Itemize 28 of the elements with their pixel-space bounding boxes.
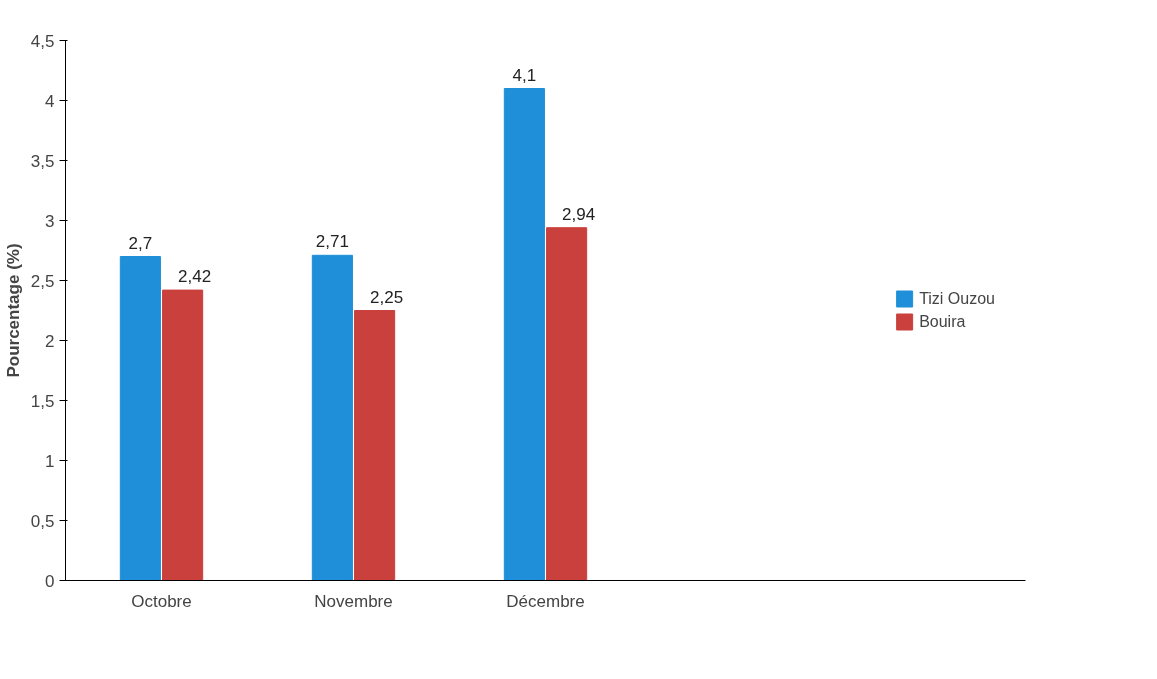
y-tick-label: 3,5 <box>30 151 55 171</box>
data-label: 4,1 <box>512 65 537 85</box>
data-label: 2,7 <box>128 233 153 253</box>
data-label: 2,94 <box>562 204 596 224</box>
y-tick-label: 4 <box>45 91 55 111</box>
y-tick-label: 2 <box>45 331 55 351</box>
bar <box>311 254 353 581</box>
legend-label: Bouira <box>919 312 966 331</box>
bar <box>503 88 545 581</box>
bar <box>162 289 204 581</box>
y-tick-label: 0 <box>45 571 55 591</box>
y-tick-label: 4,5 <box>30 31 55 51</box>
y-axis-title: Pourcentage (%) <box>3 243 23 378</box>
x-tick-label: Octobre <box>131 591 192 611</box>
bar <box>119 256 161 581</box>
bar <box>354 310 396 581</box>
x-tick-label: Décembre <box>506 591 585 611</box>
y-tick-label: 2,5 <box>30 271 55 291</box>
y-tick-label: 1,5 <box>30 391 55 411</box>
y-tick-label: 3 <box>45 211 55 231</box>
data-label: 2,71 <box>315 232 349 252</box>
y-tick-label: 1 <box>45 451 55 471</box>
x-tick-label: Novembre <box>314 591 393 611</box>
data-label: 2,25 <box>370 287 404 307</box>
legend-label: Tizi Ouzou <box>919 289 995 308</box>
bar <box>546 227 588 581</box>
data-label: 2,42 <box>178 267 212 287</box>
y-tick-label: 0,5 <box>30 511 55 531</box>
